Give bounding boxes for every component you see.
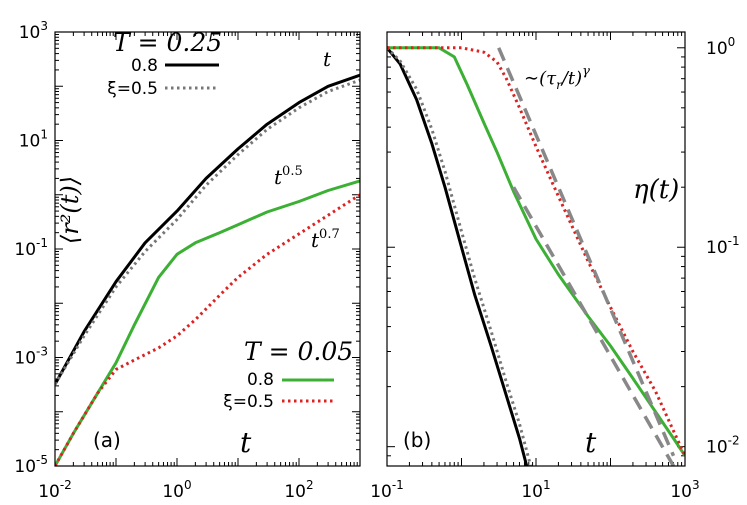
tick-base: 10 bbox=[521, 482, 543, 502]
x-tick-label: 10-2 bbox=[38, 478, 72, 502]
tick-exponent: 0 bbox=[184, 478, 192, 492]
tick-exponent: 0 bbox=[728, 35, 736, 49]
plot-frame bbox=[54, 31, 361, 467]
y-tick-label: 10-1 bbox=[706, 234, 740, 258]
annotation-base: t bbox=[274, 165, 283, 189]
x-axis-label-a: t bbox=[240, 426, 252, 459]
tick-exponent: -1 bbox=[392, 478, 404, 492]
panel-label-b: (b) bbox=[403, 428, 431, 452]
x-axis-label-b: t bbox=[585, 426, 597, 459]
panel-label-a: (a) bbox=[93, 428, 121, 452]
tick-exponent: -2 bbox=[60, 478, 72, 492]
y-axis-label-a: ⟨r²(t)⟩ bbox=[56, 176, 84, 244]
plot-frame bbox=[386, 31, 686, 467]
y-tick-label: 10-3 bbox=[14, 345, 48, 369]
legend-entry-label: ξ=0.5 bbox=[107, 79, 158, 99]
tick-base: 10 bbox=[14, 240, 36, 260]
legend-title-t025: T = 0.25 bbox=[113, 28, 222, 57]
y-tick-label: 10-2 bbox=[706, 434, 740, 458]
x-tick-label: 102 bbox=[284, 478, 313, 502]
series-line-5 bbox=[512, 186, 676, 466]
tick-base: 10 bbox=[284, 482, 306, 502]
tick-exponent: -3 bbox=[36, 345, 48, 359]
tick-exponent: 1 bbox=[40, 128, 48, 142]
legend-entry-label: 0.8 bbox=[131, 56, 158, 76]
tick-base: 10 bbox=[706, 238, 728, 258]
tick-exponent: -1 bbox=[728, 234, 740, 248]
annotation-exponent: γ bbox=[582, 64, 590, 79]
tick-base: 10 bbox=[162, 482, 184, 502]
legend-entry-label: 0.8 bbox=[247, 370, 274, 390]
series-group bbox=[387, 46, 685, 466]
tick-exponent: 2 bbox=[306, 478, 314, 492]
x-tick-label: 100 bbox=[162, 478, 191, 502]
y-tick-label: 100 bbox=[706, 35, 735, 59]
series-line-0 bbox=[387, 46, 529, 466]
annotation-t: t bbox=[323, 47, 332, 71]
tick-exponent: -5 bbox=[36, 453, 48, 467]
tick-base: 10 bbox=[14, 457, 36, 477]
tick-base: 10 bbox=[14, 349, 36, 369]
series-group bbox=[55, 73, 360, 466]
tick-base: 10 bbox=[370, 482, 392, 502]
y-tick-label: 10-5 bbox=[14, 453, 48, 477]
series-line-0 bbox=[55, 73, 360, 386]
x-tick-label: 103 bbox=[670, 478, 699, 502]
annotation-base: t bbox=[311, 228, 320, 252]
annotation-exponent: 0.7 bbox=[319, 227, 340, 242]
annotation-subscript: r bbox=[556, 78, 563, 92]
tick-exponent: -1 bbox=[36, 236, 48, 250]
series-line-3 bbox=[55, 193, 360, 466]
tick-exponent: 3 bbox=[40, 19, 48, 33]
series-line-1 bbox=[387, 46, 533, 466]
y-axis-label-b: η(t) bbox=[633, 175, 679, 205]
annotation-power-law: ∼(τr/t)γ bbox=[524, 64, 590, 92]
x-tick-label: 101 bbox=[521, 478, 550, 502]
tick-base: 10 bbox=[19, 132, 41, 152]
annotation-part: /t) bbox=[560, 68, 582, 89]
series-line-3 bbox=[387, 46, 685, 457]
series-line-4 bbox=[497, 47, 676, 457]
legend-title-t005: T = 0.05 bbox=[244, 337, 353, 366]
tick-exponent: 3 bbox=[692, 478, 700, 492]
tick-exponent: 1 bbox=[543, 478, 551, 492]
annotation-part: ∼(τ bbox=[524, 68, 557, 89]
legend-entry-label: ξ=0.5 bbox=[223, 392, 274, 412]
tick-base: 10 bbox=[706, 438, 728, 458]
tick-exponent: -2 bbox=[728, 434, 740, 448]
annotation-t-0.5: t0.5 bbox=[274, 164, 303, 189]
y-tick-label: 10-1 bbox=[14, 236, 48, 260]
tick-base: 10 bbox=[19, 23, 41, 43]
tick-base: 10 bbox=[38, 482, 60, 502]
x-tick-label: 10-1 bbox=[370, 478, 404, 502]
annotation-t-0.7: t0.7 bbox=[311, 227, 340, 252]
tick-base: 10 bbox=[670, 482, 692, 502]
tick-base: 10 bbox=[706, 39, 728, 59]
series-line-2 bbox=[387, 46, 685, 457]
y-tick-label: 103 bbox=[19, 19, 48, 43]
annotation-exponent: 0.5 bbox=[282, 164, 303, 179]
y-tick-label: 101 bbox=[19, 128, 48, 152]
